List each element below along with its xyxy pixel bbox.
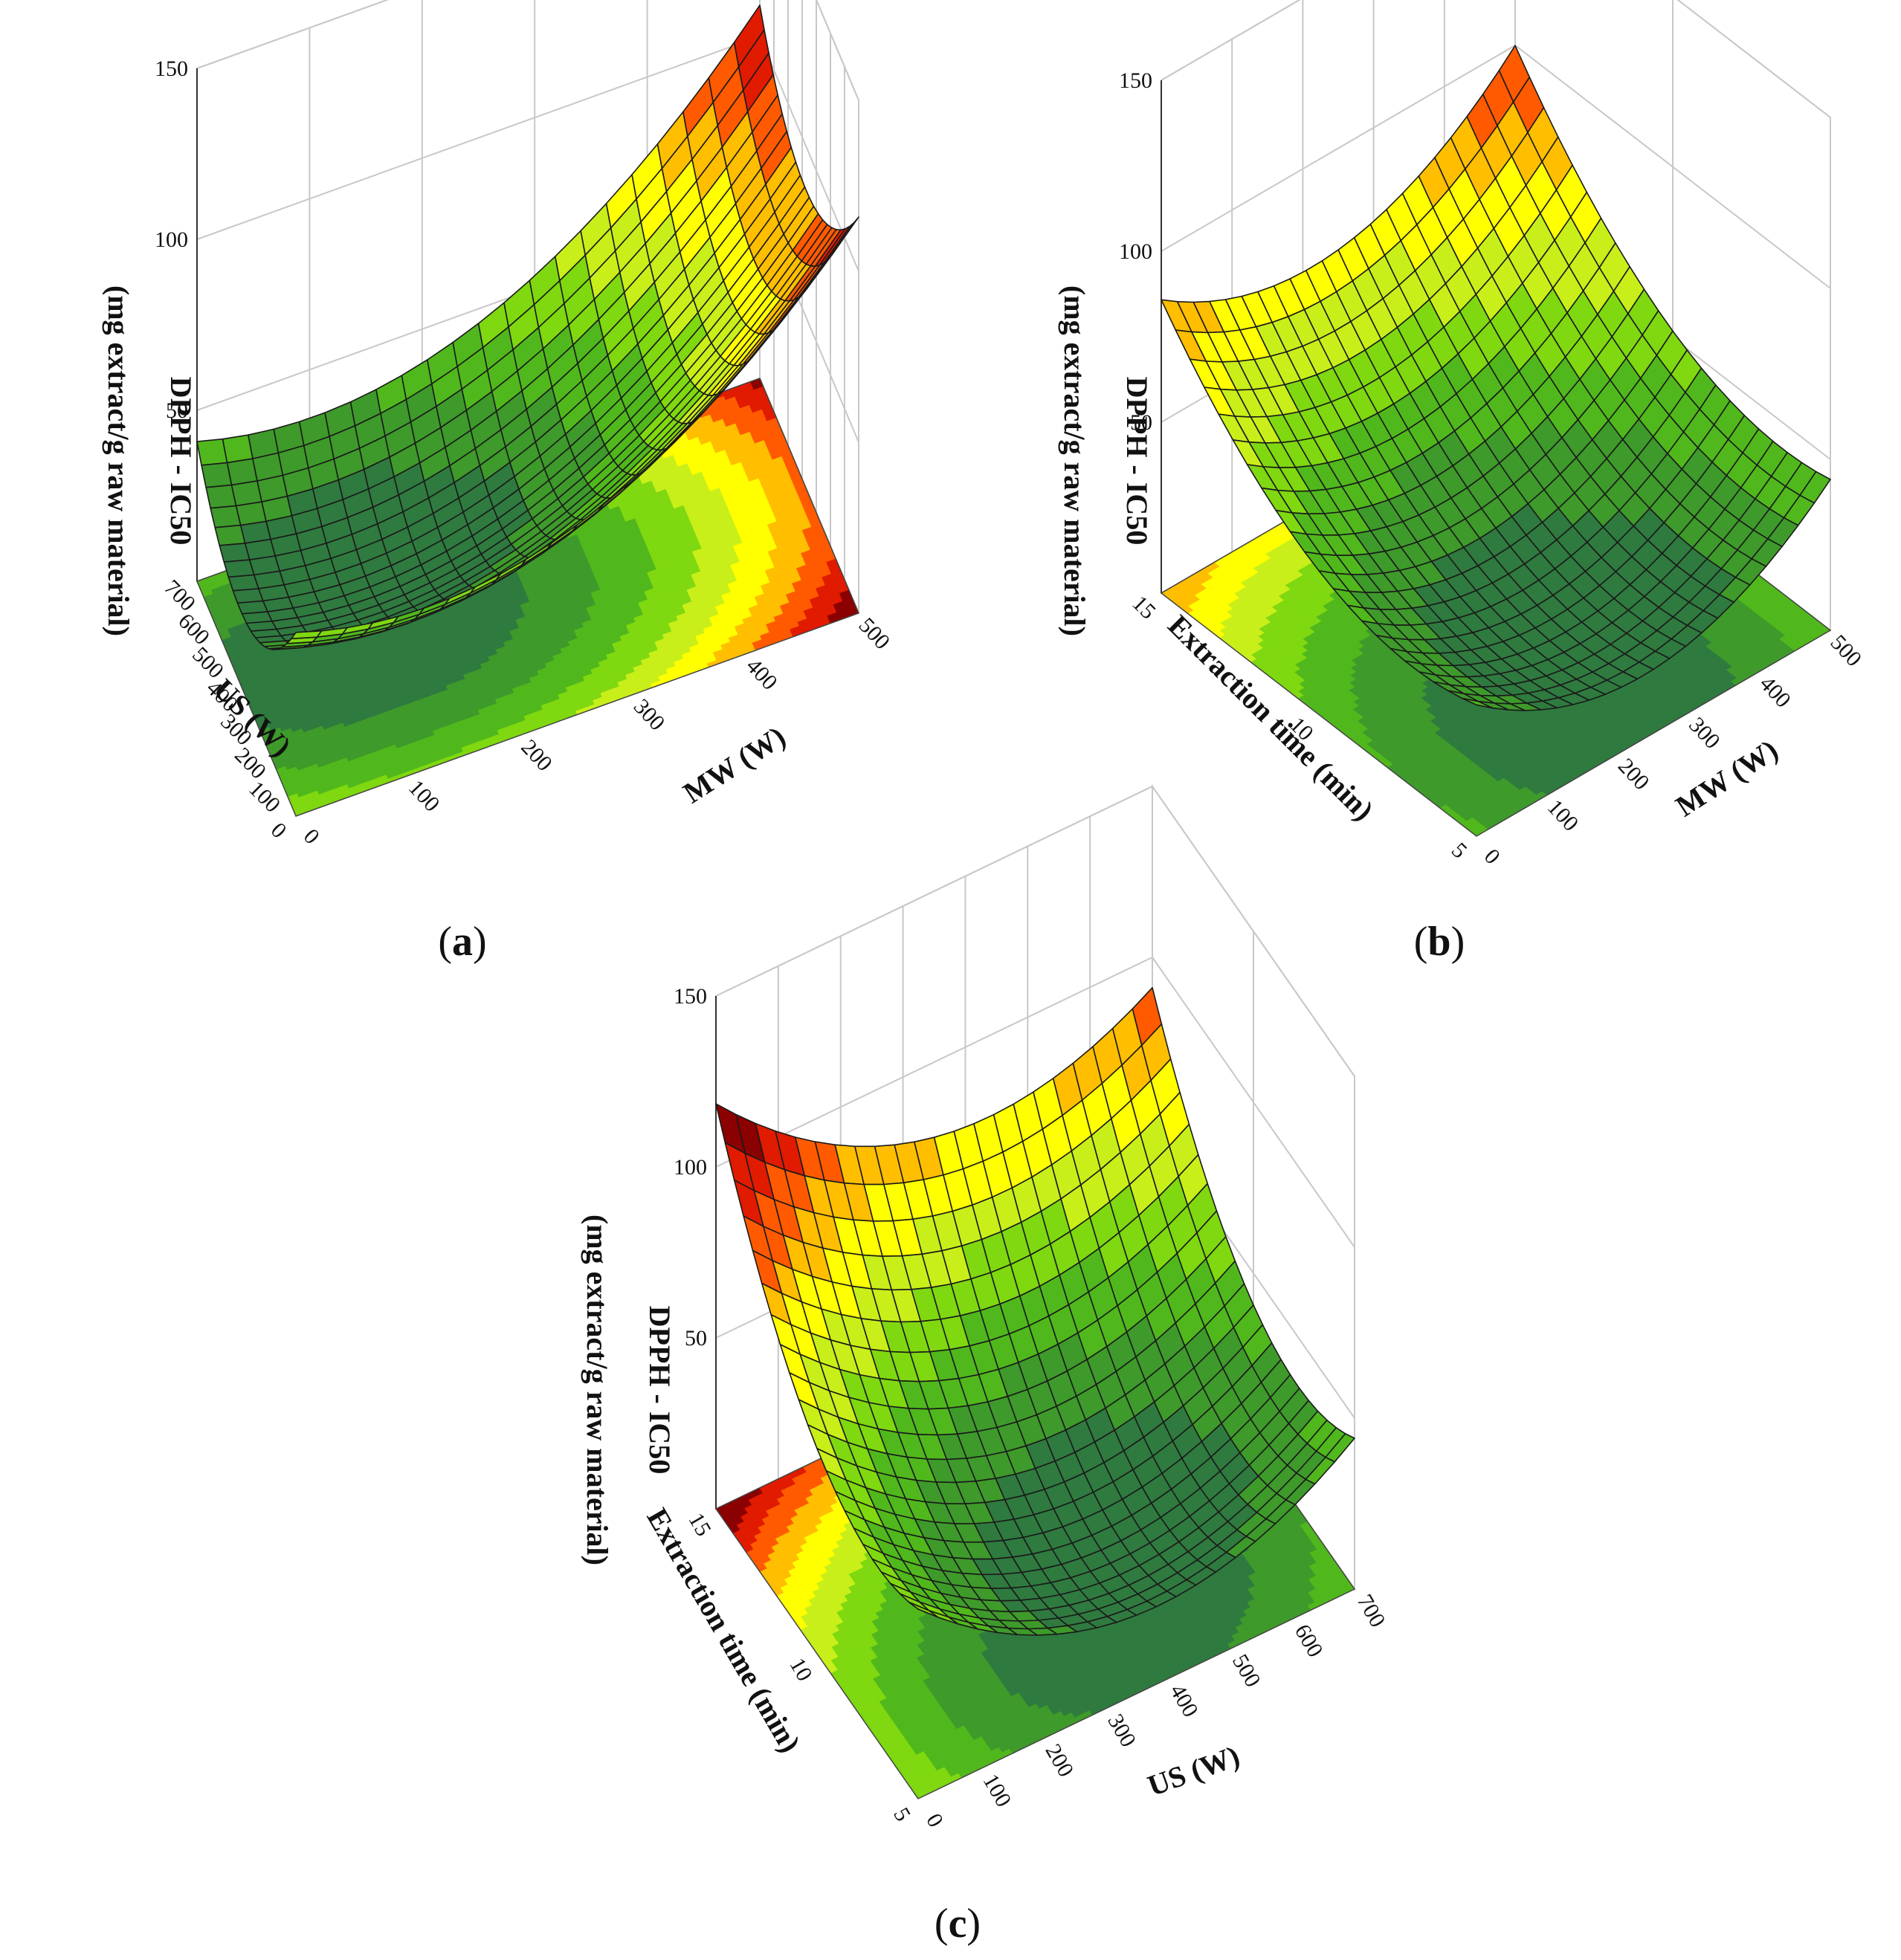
caption-a: (a) bbox=[438, 919, 486, 965]
x-tick-label: 100 bbox=[978, 1770, 1016, 1811]
surface-cell bbox=[214, 524, 246, 546]
x-axis-label: US (W) bbox=[1143, 1739, 1244, 1802]
surface-mesh bbox=[1161, 45, 1831, 711]
x-tick-label: 0 bbox=[921, 1810, 948, 1831]
surface-cell bbox=[908, 1601, 939, 1618]
z-axis-label-line2: (mg extract/g raw material) bbox=[581, 1215, 614, 1565]
surface-mesh bbox=[715, 987, 1355, 1636]
gridline-z bbox=[1161, 0, 1831, 118]
z-axis-label-line1: DPPH - IC50 bbox=[643, 1306, 677, 1475]
y-tick-label: 100 bbox=[244, 777, 285, 818]
x-tick-label: 400 bbox=[741, 653, 782, 694]
x-tick-label: 100 bbox=[404, 775, 445, 816]
y-tick-label: 600 bbox=[173, 609, 214, 650]
z-tick-label: 50 bbox=[685, 1326, 707, 1351]
z-axis-label-line2: (mg extract/g raw material) bbox=[1058, 285, 1091, 636]
x-tick-label: 500 bbox=[854, 613, 895, 654]
z-axis-label-line1: DPPH - IC50 bbox=[1120, 377, 1154, 546]
y-tick-label: 0 bbox=[266, 818, 291, 843]
z-tick-label: 150 bbox=[155, 56, 188, 81]
surface-cell bbox=[205, 484, 237, 509]
y-tick-label: 5 bbox=[888, 1804, 915, 1825]
y-tick-label: 700 bbox=[159, 575, 200, 616]
z-tick-label: 100 bbox=[1119, 239, 1152, 264]
gridline-z bbox=[196, 0, 859, 101]
x-tick-label: 700 bbox=[1352, 1591, 1390, 1631]
x-tick-label: 500 bbox=[1826, 630, 1867, 671]
surface-cell bbox=[196, 438, 228, 466]
x-tick-label: 200 bbox=[1613, 754, 1654, 795]
surface-cell bbox=[227, 574, 259, 592]
x-tick-label: 600 bbox=[1290, 1620, 1328, 1661]
surface-cell bbox=[223, 559, 255, 578]
surface-cell bbox=[210, 505, 242, 528]
surface-cell bbox=[291, 630, 323, 640]
z-tick-label: 50 bbox=[1130, 410, 1152, 435]
z-tick-label: 50 bbox=[166, 398, 188, 423]
floor-border bbox=[196, 378, 859, 817]
x-tick-label: 0 bbox=[299, 824, 324, 849]
surface-cell bbox=[201, 462, 233, 488]
x-tick-label: 200 bbox=[516, 735, 557, 776]
z-axis-label-line2: (mg extract/g raw material) bbox=[102, 285, 135, 636]
z-axis-label-line1: DPPH - IC50 bbox=[164, 377, 198, 546]
y-tick-label: 500 bbox=[187, 642, 228, 683]
x-tick-label: 0 bbox=[1479, 844, 1505, 869]
surface-plot-a: 0100200300400500010020030040050060070050… bbox=[102, 0, 894, 849]
x-tick-label: 300 bbox=[1684, 713, 1725, 754]
caption-b: (b) bbox=[1414, 919, 1465, 965]
z-tick-label: 150 bbox=[674, 984, 707, 1009]
x-tick-label: 100 bbox=[1543, 795, 1584, 835]
x-axis-label: MW (W) bbox=[677, 719, 791, 809]
x-axis-label: MW (W) bbox=[1670, 733, 1784, 823]
z-tick-label: 100 bbox=[674, 1155, 707, 1180]
z-tick-label: 100 bbox=[155, 227, 188, 252]
gridline-z bbox=[715, 956, 1355, 1248]
x-tick-label: 400 bbox=[1755, 671, 1795, 712]
y-tick-label: 5 bbox=[1447, 838, 1472, 863]
z-tick-label: 150 bbox=[1119, 68, 1152, 93]
surface-cell bbox=[222, 434, 254, 464]
x-tick-label: 500 bbox=[1227, 1650, 1265, 1691]
x-tick-label: 300 bbox=[629, 694, 670, 735]
surface-cell bbox=[219, 543, 251, 563]
caption-c: (c) bbox=[935, 1901, 981, 1947]
y-tick-label: 10 bbox=[784, 1654, 817, 1685]
x-tick-label: 400 bbox=[1165, 1680, 1203, 1721]
surface-mesh bbox=[196, 4, 859, 650]
surface-cell bbox=[1461, 697, 1494, 709]
y-tick-label: 15 bbox=[1127, 591, 1161, 624]
x-tick-label: 300 bbox=[1103, 1710, 1140, 1751]
x-tick-label: 200 bbox=[1040, 1740, 1078, 1781]
gridline-z bbox=[715, 785, 1355, 1077]
